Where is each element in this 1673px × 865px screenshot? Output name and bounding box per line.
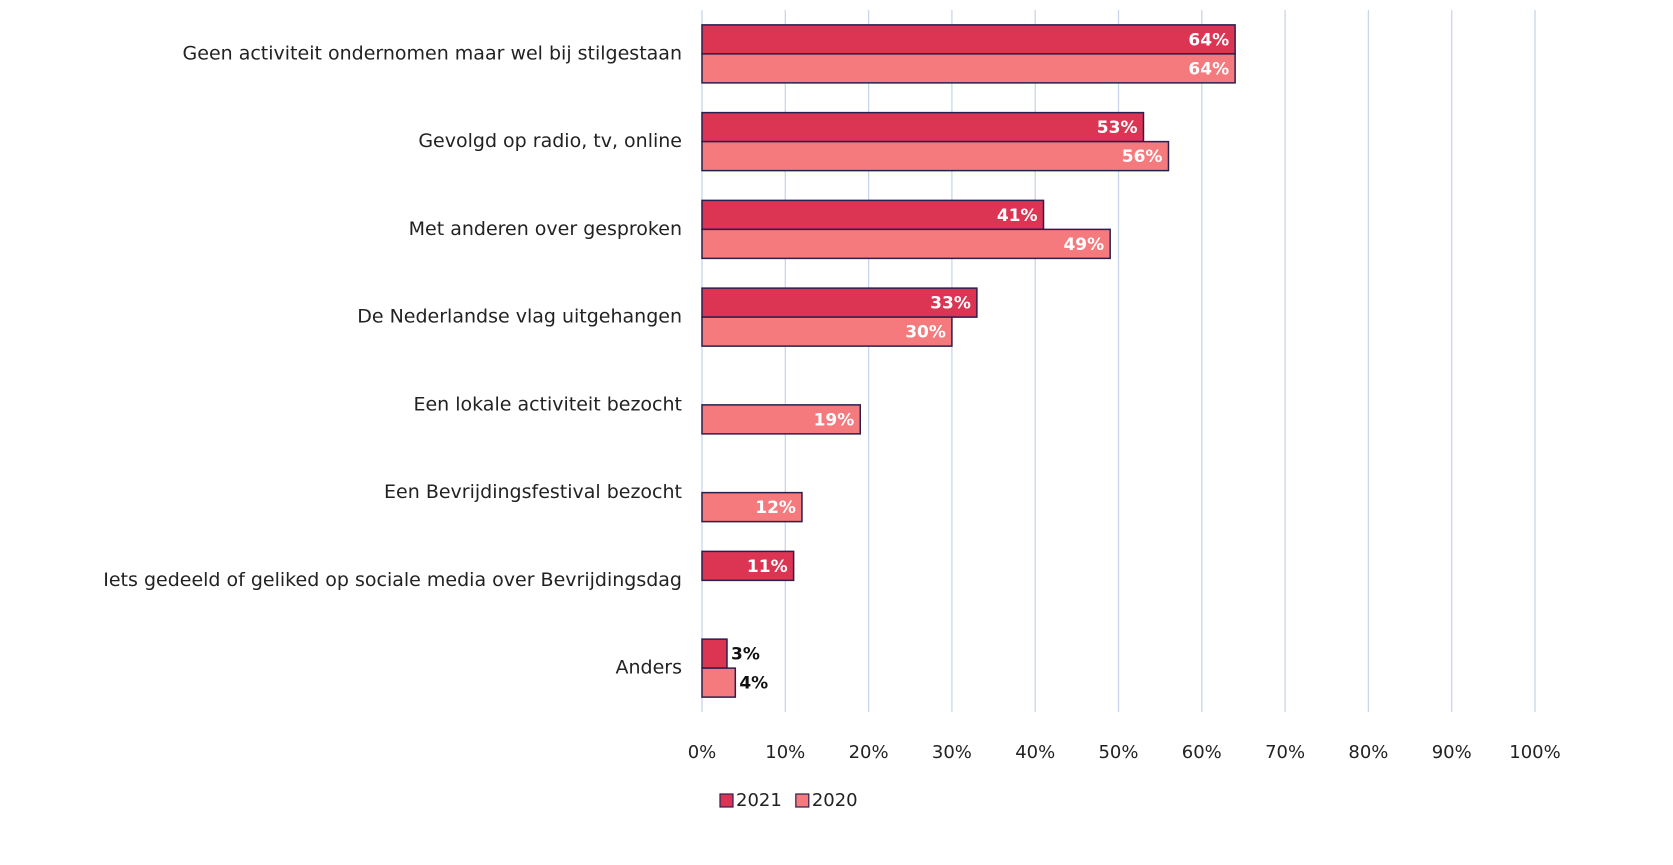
- bar: [701, 111, 1145, 143]
- x-tick-label: 30%: [932, 742, 972, 763]
- category-label: Een Bevrijdingsfestival bezocht: [384, 481, 682, 503]
- bar: [701, 24, 1236, 55]
- bar: [701, 667, 737, 698]
- data-label: 49%: [1063, 235, 1104, 255]
- x-tick-label: 0%: [688, 742, 717, 763]
- data-label: 12%: [755, 498, 796, 518]
- data-label: 11%: [747, 557, 788, 577]
- category-label: Een lokale activiteit bezocht: [413, 393, 682, 415]
- x-tick-label: 90%: [1432, 742, 1472, 763]
- bar: [701, 638, 728, 669]
- category-label: Gevolgd op radio, tv, online: [418, 130, 682, 152]
- x-tick-label: 50%: [1098, 742, 1138, 763]
- data-label: 64%: [1188, 59, 1229, 79]
- bar: [701, 287, 978, 318]
- x-tick-label: 100%: [1509, 742, 1560, 763]
- data-label: 56%: [1122, 147, 1163, 167]
- bar: [701, 228, 1111, 260]
- x-tick-label: 10%: [765, 742, 805, 763]
- legend-swatch: [719, 793, 734, 808]
- data-label: 3%: [731, 645, 760, 665]
- data-label: 33%: [930, 294, 971, 314]
- bar: [701, 491, 803, 523]
- legend-swatch: [795, 793, 810, 808]
- data-label: 19%: [814, 410, 855, 430]
- category-label: De Nederlandse vlag uitgehangen: [357, 306, 682, 328]
- category-label: Geen activiteit ondernomen maar wel bij …: [183, 42, 682, 64]
- data-label: 64%: [1188, 30, 1229, 50]
- data-label: 30%: [905, 323, 946, 343]
- bar: [701, 140, 1170, 172]
- category-label: Anders: [616, 657, 683, 679]
- bar: [701, 316, 953, 347]
- legend-label: 2020: [812, 790, 858, 811]
- category-label: Iets gedeeld of geliked op sociale media…: [103, 569, 682, 591]
- data-label: 53%: [1097, 118, 1138, 138]
- x-tick-label: 70%: [1265, 742, 1305, 763]
- bar: [701, 550, 795, 582]
- data-label: 4%: [739, 674, 768, 694]
- bar: [701, 199, 1045, 231]
- x-tick-label: 40%: [1015, 742, 1055, 763]
- x-tick-label: 60%: [1182, 742, 1222, 763]
- bar: [701, 53, 1236, 84]
- data-label: 41%: [997, 206, 1038, 226]
- x-tick-label: 20%: [849, 742, 889, 763]
- legend-label: 2021: [736, 790, 782, 811]
- category-label: Met anderen over gesproken: [409, 218, 682, 240]
- x-tick-label: 80%: [1348, 742, 1388, 763]
- bar: [701, 404, 862, 435]
